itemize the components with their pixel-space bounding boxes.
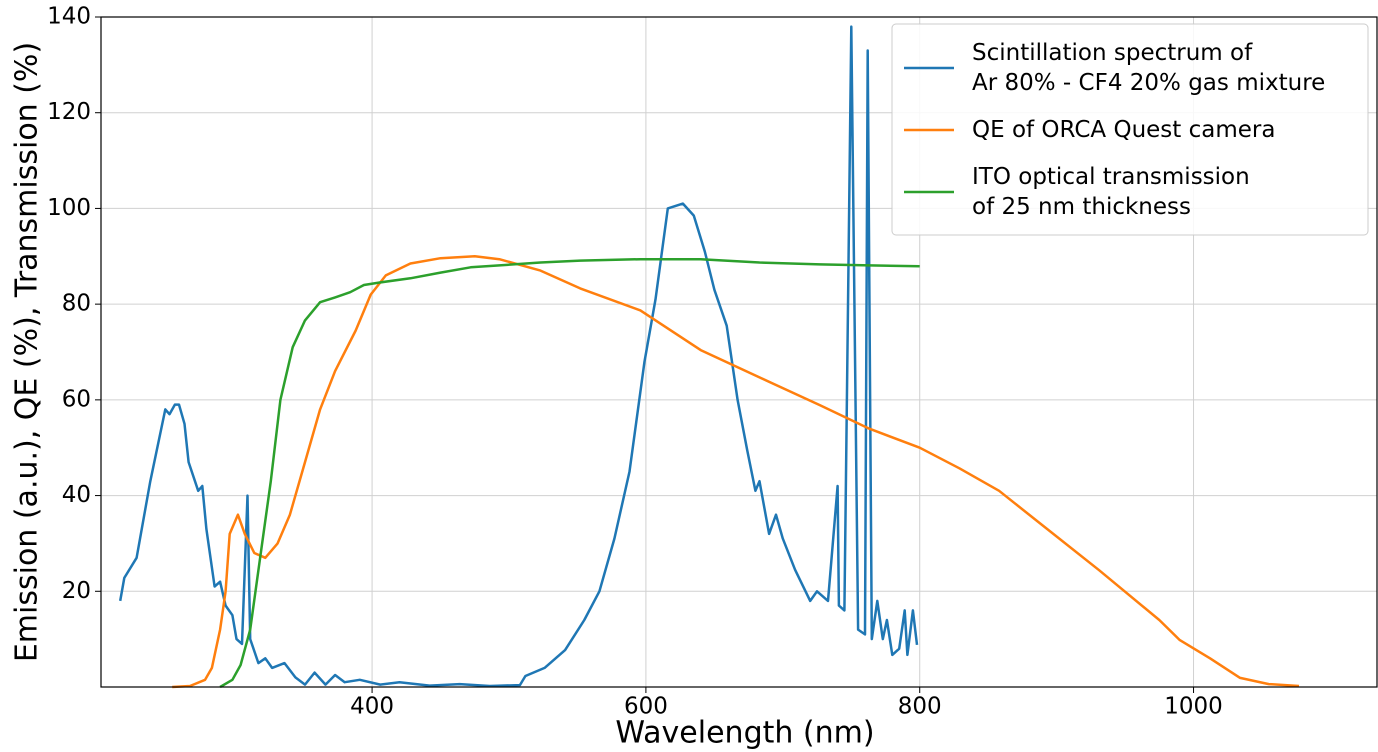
legend-entry: Scintillation spectrum of Ar 80% - CF4 2…: [972, 40, 1326, 96]
y-tick-label: 80: [62, 291, 91, 317]
y-tick-label: 140: [47, 4, 91, 30]
y-axis-label: Emission (a.u.), QE (%), Transmission (%…: [10, 42, 45, 662]
legend-box: [891, 23, 1369, 236]
legend-label: ITO optical transmission of 25 nm thickn…: [972, 164, 1250, 220]
x-axis-label: Wavelength (nm): [615, 716, 874, 751]
x-tick-label: 400: [350, 694, 394, 720]
series-line: [172, 255, 1300, 689]
series-line: [219, 257, 920, 689]
y-tick-label: 60: [62, 386, 91, 412]
legend-entry: ITO optical transmission of 25 nm thickn…: [972, 164, 1250, 220]
y-tick-label: 120: [47, 99, 91, 125]
x-tick-label: 600: [624, 694, 668, 720]
legend-label: QE of ORCA Quest camera: [972, 117, 1276, 143]
y-tick-label: 20: [62, 578, 91, 604]
y-tick-label: 40: [62, 482, 91, 508]
x-tick-label: 800: [898, 694, 942, 720]
legend-entry: QE of ORCA Quest camera: [972, 117, 1276, 143]
y-tick-label: 100: [47, 195, 91, 221]
legend-label: Scintillation spectrum of Ar 80% - CF4 2…: [972, 40, 1326, 96]
plot-frame: [100, 16, 1378, 688]
series-line: [118, 25, 919, 688]
x-tick-label: 1000: [1164, 694, 1223, 720]
